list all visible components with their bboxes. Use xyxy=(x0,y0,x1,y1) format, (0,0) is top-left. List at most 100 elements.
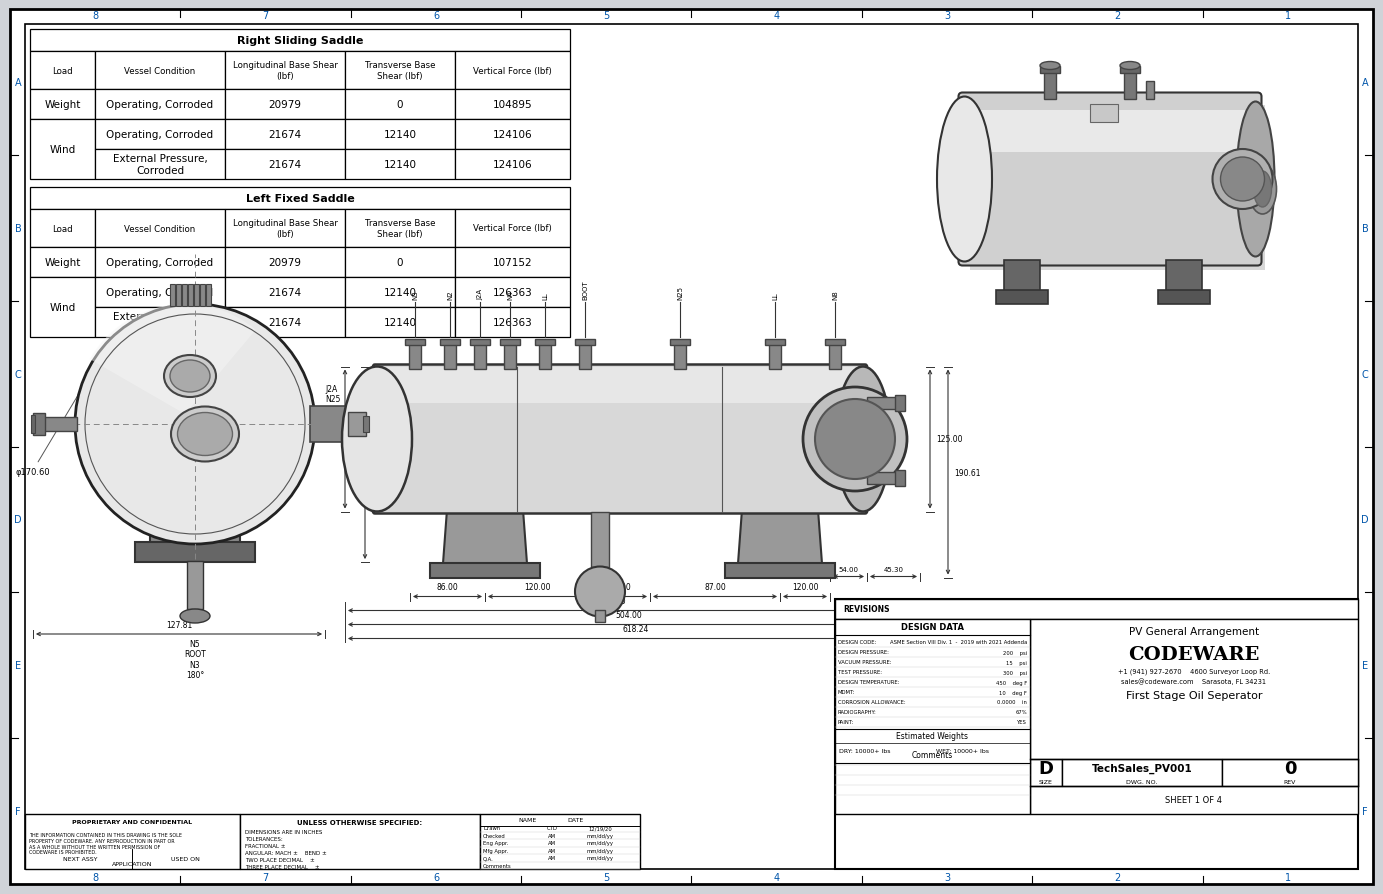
Text: Comments: Comments xyxy=(911,751,953,760)
Bar xyxy=(310,407,350,443)
Bar xyxy=(971,105,1265,270)
Bar xyxy=(170,284,174,307)
Text: 6: 6 xyxy=(433,11,438,21)
Text: AM: AM xyxy=(548,848,556,853)
Text: 450    deg F: 450 deg F xyxy=(996,679,1028,685)
Text: 126363: 126363 xyxy=(492,288,532,298)
Bar xyxy=(344,150,455,180)
Text: 7: 7 xyxy=(263,872,268,882)
Text: 0: 0 xyxy=(397,100,404,110)
Text: WET: 10000+ lbs: WET: 10000+ lbs xyxy=(936,748,989,754)
Text: 2: 2 xyxy=(1115,872,1120,882)
Text: N1: N1 xyxy=(196,227,206,232)
Text: φ170.60: φ170.60 xyxy=(15,344,109,477)
Circle shape xyxy=(75,305,315,544)
Circle shape xyxy=(575,567,625,617)
Text: 4: 4 xyxy=(773,872,780,882)
Text: A: A xyxy=(15,78,21,88)
Text: N8: N8 xyxy=(833,290,838,299)
Text: C: C xyxy=(15,369,21,379)
Bar xyxy=(1062,759,1223,786)
Bar xyxy=(1120,66,1140,73)
Text: PV General Arrangement: PV General Arrangement xyxy=(1129,627,1259,637)
Text: mm/dd/yy: mm/dd/yy xyxy=(586,856,614,861)
Text: PAINT:: PAINT: xyxy=(838,720,855,725)
Ellipse shape xyxy=(1249,164,1277,215)
Text: 15    psi: 15 psi xyxy=(1005,660,1028,665)
Bar xyxy=(188,284,192,307)
Circle shape xyxy=(1213,150,1272,210)
Bar xyxy=(30,416,35,434)
Text: Load: Load xyxy=(53,224,73,233)
Text: UNLESS OTHERWISE SPECIFIED:: UNLESS OTHERWISE SPECIFIED: xyxy=(297,819,423,825)
Bar xyxy=(480,814,640,869)
Text: 8: 8 xyxy=(93,872,98,882)
Bar xyxy=(241,814,480,869)
Text: 618.24: 618.24 xyxy=(622,625,649,634)
Bar xyxy=(455,278,570,308)
Text: 107152: 107152 xyxy=(492,257,532,267)
Text: MDMT:: MDMT: xyxy=(838,690,855,695)
Text: Q.A.: Q.A. xyxy=(483,856,494,861)
Text: APPLICATION: APPLICATION xyxy=(112,861,152,866)
Text: Drawn: Drawn xyxy=(483,825,501,831)
Text: 12140: 12140 xyxy=(383,130,416,139)
Text: VACUUM PRESSURE:: VACUUM PRESSURE: xyxy=(838,660,892,665)
Bar xyxy=(225,308,344,338)
Text: D: D xyxy=(1361,515,1369,525)
Text: 67%: 67% xyxy=(1015,710,1028,714)
Text: ASME Section VIII Div. 1  -  2019 with 2021 Addenda: ASME Section VIII Div. 1 - 2019 with 202… xyxy=(889,640,1028,645)
Text: CORROSION ALLOWANCE:: CORROSION ALLOWANCE: xyxy=(838,700,906,704)
Bar xyxy=(444,344,456,369)
Text: Transverse Base
Shear (lbf): Transverse Base Shear (lbf) xyxy=(365,61,436,80)
Text: SHEET 1 OF 4: SHEET 1 OF 4 xyxy=(1166,796,1223,805)
Text: N3: N3 xyxy=(412,290,418,299)
Bar xyxy=(95,308,225,338)
Bar xyxy=(591,512,609,567)
Bar xyxy=(1030,759,1062,786)
Ellipse shape xyxy=(177,413,232,456)
Text: Weight: Weight xyxy=(44,100,80,110)
Bar xyxy=(206,284,210,307)
Text: Vessel Condition: Vessel Condition xyxy=(124,224,195,233)
Text: Operating, Corroded: Operating, Corroded xyxy=(106,130,213,139)
Text: USED ON: USED ON xyxy=(170,856,199,862)
Text: 21674: 21674 xyxy=(268,130,301,139)
Text: 300    psi: 300 psi xyxy=(1003,670,1028,675)
Text: J2A
N25
90°: J2A N25 90° xyxy=(325,384,340,415)
Bar xyxy=(95,248,225,278)
Text: N2: N2 xyxy=(447,290,454,299)
Bar xyxy=(344,278,455,308)
Text: 104895: 104895 xyxy=(492,100,532,110)
Bar xyxy=(455,52,570,90)
Bar xyxy=(362,417,369,433)
Bar xyxy=(349,412,366,436)
Bar xyxy=(225,150,344,180)
Text: 12140: 12140 xyxy=(383,288,416,298)
Text: BOOT: BOOT xyxy=(582,280,588,299)
Bar xyxy=(149,510,241,544)
Text: TOLERANCES:: TOLERANCES: xyxy=(245,837,282,841)
Bar xyxy=(344,308,455,338)
Text: 124106: 124106 xyxy=(492,130,532,139)
Text: Weight: Weight xyxy=(44,257,80,267)
Text: 87.00: 87.00 xyxy=(609,583,631,592)
Text: B: B xyxy=(1362,224,1368,233)
Bar xyxy=(30,278,95,338)
Ellipse shape xyxy=(1040,63,1059,71)
Bar xyxy=(95,90,225,120)
Text: 126363: 126363 xyxy=(492,317,532,327)
Text: Left Fixed Saddle: Left Fixed Saddle xyxy=(246,194,354,204)
Bar xyxy=(867,472,898,485)
Text: External Pressure,
Corroded: External Pressure, Corroded xyxy=(112,312,207,333)
Bar xyxy=(194,284,199,307)
Bar xyxy=(867,398,898,409)
Bar xyxy=(595,610,604,622)
Bar xyxy=(669,339,690,345)
Text: Longitudinal Base Shear
(lbf): Longitudinal Base Shear (lbf) xyxy=(232,219,337,239)
Bar xyxy=(380,367,860,403)
Text: N4: N4 xyxy=(508,290,513,299)
Text: Operating, Corroded: Operating, Corroded xyxy=(106,288,213,298)
Bar xyxy=(30,90,95,120)
Text: SIZE: SIZE xyxy=(1039,780,1052,784)
